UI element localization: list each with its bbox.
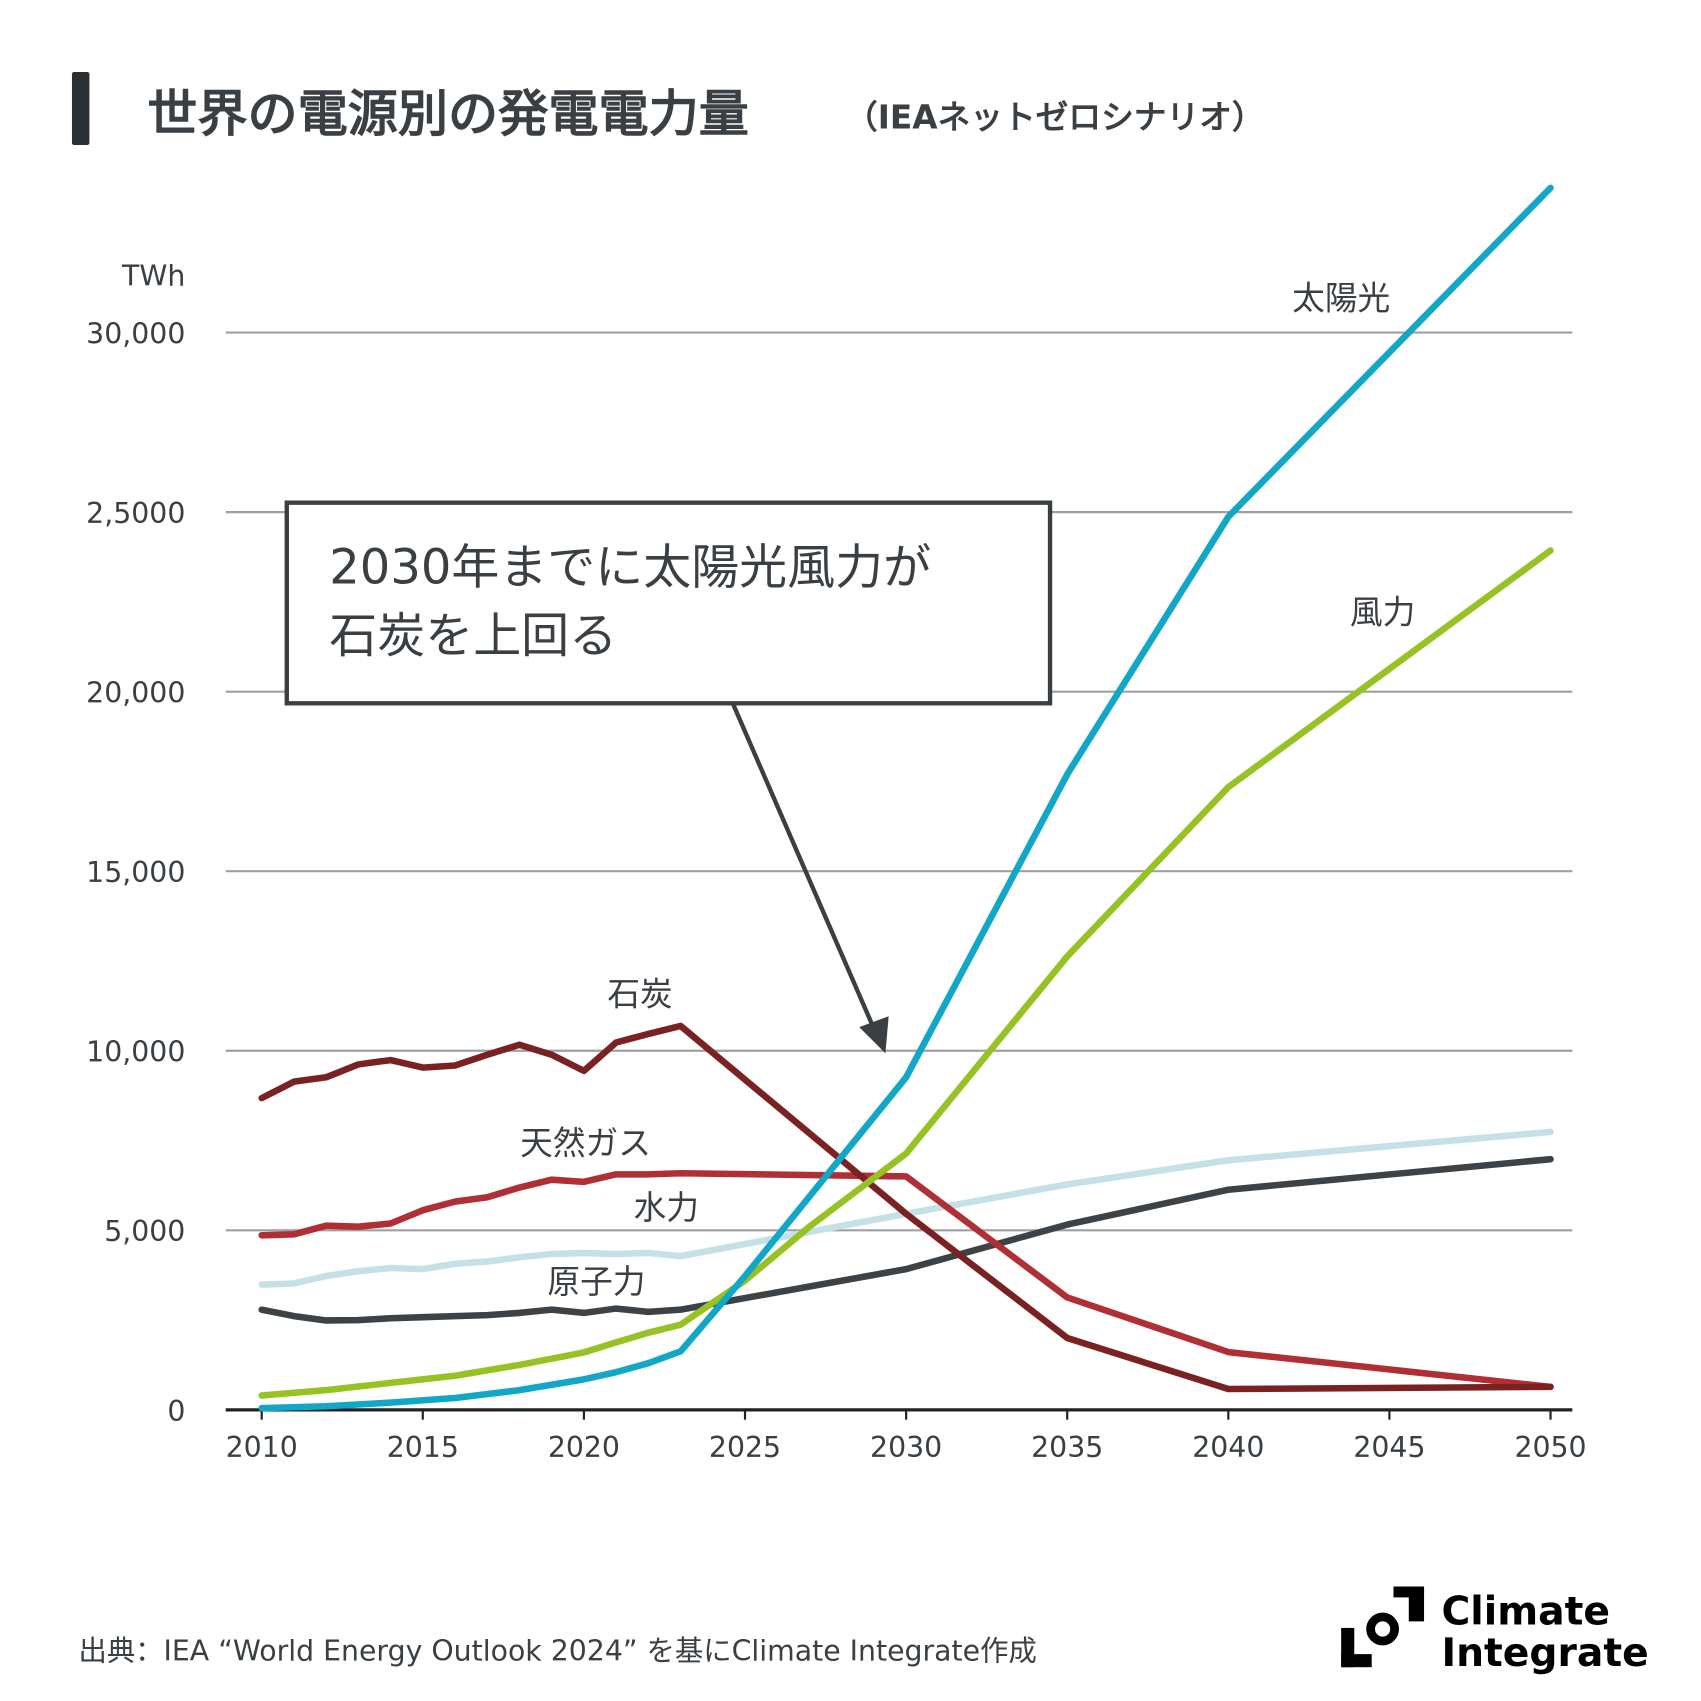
arrowhead-icon <box>859 1016 889 1054</box>
grid: 0 5,000 10,000 15,000 20,000 2,5000 30,000 2010… <box>86 317 1586 1463</box>
label-solar: 太陽光 <box>1292 280 1390 318</box>
x-tick-label: 2020 <box>548 1431 620 1464</box>
x-tick-label: 2030 <box>870 1431 942 1464</box>
series-line-coal <box>258 1022 1554 1393</box>
label-coal: 石炭 <box>607 975 672 1013</box>
annotation-line-2: 石炭を上回る <box>329 608 617 664</box>
series-line-solar <box>258 184 1554 1412</box>
label-wind: 風力 <box>1350 594 1415 632</box>
x-tick-label: 2050 <box>1514 1431 1586 1464</box>
climate-integrate-logo: Climate Integrate <box>1341 1586 1649 1676</box>
series-line-gas <box>258 1169 1554 1391</box>
y-tick-label: 15,000 <box>86 856 185 889</box>
y-tick-label: 30,000 <box>86 317 185 350</box>
page-title: 世界の電源別の発電電力量 <box>147 84 749 143</box>
annotation: 2030年までに太陽光風力が 石炭を上回る <box>284 500 1053 1054</box>
annotation-box <box>284 500 1053 706</box>
y-tick-label: 10,000 <box>86 1036 185 1069</box>
x-tick-label: 2040 <box>1192 1431 1264 1464</box>
x-tick-label: 2010 <box>226 1431 298 1464</box>
annotation-arrow <box>730 702 875 1026</box>
y-tick-label: 0 <box>167 1395 185 1428</box>
x-tick-label: 2015 <box>387 1431 459 1464</box>
logo-line-1: Climate <box>1441 1590 1609 1635</box>
annotation-line-1: 2030年までに太陽光風力が <box>329 539 931 595</box>
series-line-nuclear <box>258 1155 1554 1324</box>
series-line-hydro <box>258 1128 1554 1288</box>
label-hydro: 水力 <box>634 1189 699 1227</box>
y-tick-label: 20,000 <box>86 677 185 710</box>
y-tick-label: 5,000 <box>104 1215 185 1248</box>
x-tick-label: 2045 <box>1353 1431 1425 1464</box>
label-nuclear: 原子力 <box>547 1263 645 1301</box>
page-subtitle: （IEAネットゼロシナリオ） <box>845 99 1265 137</box>
series-lines <box>258 184 1554 1412</box>
logo-line-2: Integrate <box>1441 1631 1648 1676</box>
source-note: 出典：IEA “World Energy Outlook 2024” を基にCl… <box>79 1635 1037 1668</box>
x-tick-label: 2035 <box>1031 1431 1103 1464</box>
x-tick-label: 2025 <box>709 1431 781 1464</box>
y-tick-label: 2,5000 <box>86 497 185 530</box>
series-line-wind <box>258 547 1554 1399</box>
label-gas: 天然ガス <box>520 1125 651 1163</box>
y-axis-unit: TWh <box>121 260 185 293</box>
title-bar <box>71 71 90 146</box>
